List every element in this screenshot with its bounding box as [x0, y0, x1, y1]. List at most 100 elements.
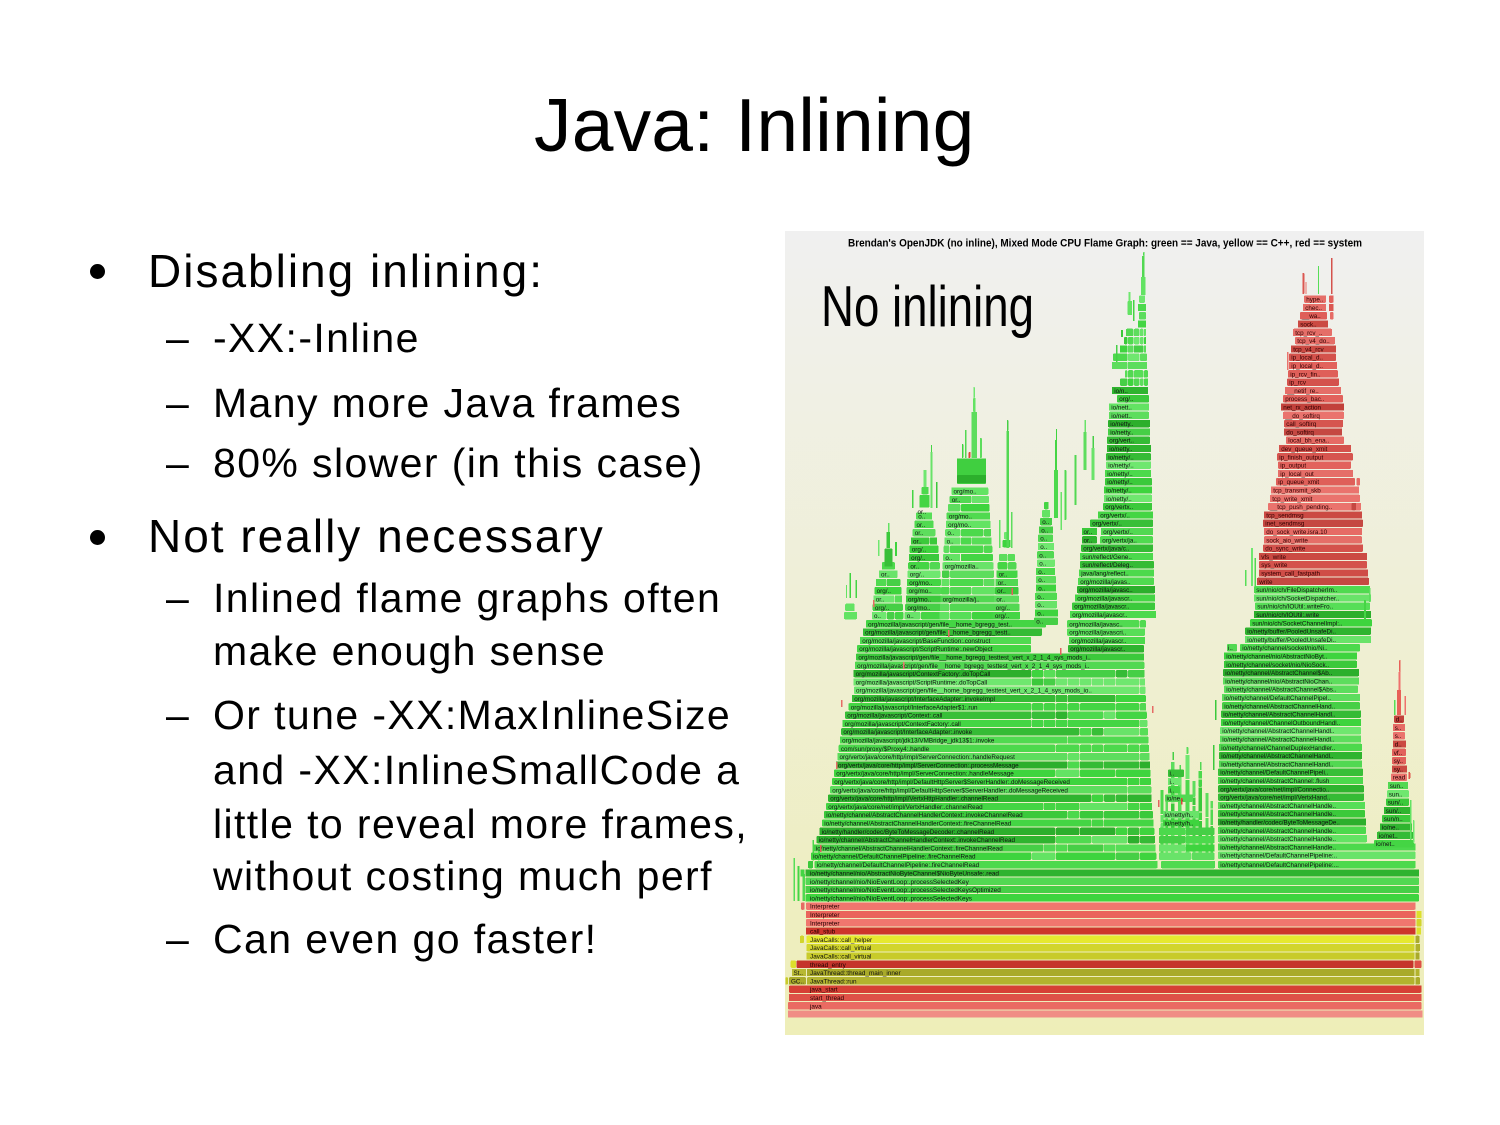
svg-text:sys_write: sys_write: [1261, 562, 1288, 569]
svg-text:No inlining: No inlining: [821, 275, 1034, 339]
svg-text:sun/nio/ch/FileDispatcherIm..: sun/nio/ch/FileDispatcherIm..: [1256, 587, 1337, 594]
svg-text:o..: o..: [1042, 519, 1049, 526]
svg-text:call_softirq: call_softirq: [1286, 421, 1317, 428]
svg-text:or..: or..: [1084, 529, 1093, 536]
svg-text:io/netty/channel/AbstractChann: io/netty/channel/AbstractChannelHand..: [1224, 703, 1335, 710]
svg-text:org/..: org/..: [996, 605, 1011, 612]
svg-text:org/vertx/ja..: org/vertx/ja..: [1102, 537, 1137, 544]
svg-text:io/netty/channel/AbstractChann: io/netty/channel/AbstractChannelHandl..: [1222, 728, 1335, 735]
svg-text:tcp_v4_rcv: tcp_v4_rcv: [1293, 346, 1324, 353]
svg-text:or..: or..: [918, 509, 927, 516]
svg-text:o..: o..: [1038, 569, 1045, 576]
svg-text:io/netty/channel/AbstractChann: io/netty/channel/AbstractChannel:.flush: [1220, 778, 1330, 785]
svg-text:local_bh_ena..: local_bh_ena..: [1288, 438, 1329, 445]
svg-text:or..: or..: [876, 597, 885, 604]
svg-text:org/vertx/..: org/vertx/..: [1103, 529, 1133, 536]
svg-text:org/mozilla/javascript/gen/fil: org/mozilla/javascript/gen/file__home_bg…: [857, 663, 1090, 670]
svg-text:io/netty/channel/nio/AbstractN: io/netty/channel/nio/AbstractNioByt..: [1226, 654, 1327, 661]
svg-text:com/sun/proxy/$Proxy4:.handle: com/sun/proxy/$Proxy4:.handle: [841, 746, 930, 753]
svg-text:org/mozilla/javas..: org/mozilla/javas..: [1080, 579, 1131, 586]
svg-text:Interpreter: Interpreter: [810, 920, 840, 927]
svg-text:org/mo..: org/mo..: [908, 597, 931, 604]
svg-text:sy..: sy..: [1394, 766, 1403, 773]
svg-text:vfs_write: vfs_write: [1261, 554, 1286, 561]
svg-text:io/netty/channel/AbstractChann: io/netty/channel/AbstractChannelHandlerC…: [819, 837, 1016, 844]
svg-text:write: write: [1258, 579, 1273, 586]
svg-text:org/mozilla/javascript/gen/fil: org/mozilla/javascript/gen/file__home_bg…: [856, 688, 1092, 695]
svg-text:ip_output: ip_output: [1280, 463, 1306, 470]
svg-text:tcp_v4_do..: tcp_v4_do..: [1297, 338, 1330, 345]
svg-text:o..: o..: [1039, 561, 1046, 568]
svg-text:org/..: org/..: [995, 613, 1010, 620]
svg-text:d..: d..: [1396, 717, 1403, 724]
svg-text:org/vertx/java/c..: org/vertx/java/c..: [1083, 546, 1129, 553]
svg-text:o..: o..: [1039, 552, 1046, 559]
svg-text:io/netty/..: io/netty/..: [1108, 463, 1134, 470]
svg-text:or..: or..: [910, 563, 919, 570]
svg-text:org/mozilla/javasc..: org/mozilla/javasc..: [1079, 587, 1133, 594]
svg-text:io/netty/channel/ChannelDuplex: io/netty/channel/ChannelDuplexHandler..: [1221, 745, 1335, 752]
svg-text:sun/reflect/Gene..: sun/reflect/Gene..: [1082, 554, 1132, 561]
svg-text:o..: o..: [907, 613, 914, 620]
svg-text:o..: o..: [1038, 586, 1045, 593]
svg-text:o..: o..: [1041, 527, 1048, 534]
svg-text:ip_rcv_fin..: ip_rcv_fin..: [1290, 371, 1321, 378]
svg-text:org/mozilla/javascr..: org/mozilla/javascr..: [1074, 604, 1130, 611]
svg-text:org/mozilla/javascr..: org/mozilla/javascr..: [1071, 638, 1127, 645]
svg-text:Interpreter: Interpreter: [810, 904, 840, 911]
svg-text:or..: or..: [915, 530, 924, 537]
svg-text:chec..: chec..: [1305, 305, 1322, 312]
svg-text:org/..: org/..: [911, 555, 926, 562]
svg-text:io/netty/..: io/netty/..: [1107, 471, 1133, 478]
svg-text:o..: o..: [1038, 577, 1045, 584]
svg-text:hype..: hype..: [1306, 297, 1323, 304]
svg-text:ip_finish_output: ip_finish_output: [1279, 454, 1323, 461]
svg-text:io/netty/buffer/PooledUnsafeDi: io/netty/buffer/PooledUnsafeDi..: [1247, 637, 1336, 644]
svg-text:io/netty/handler/codec/ByteToM: io/netty/handler/codec/ByteToMessageDeco…: [822, 829, 995, 836]
svg-text:St..: St..: [794, 970, 804, 977]
svg-text:or..: or..: [999, 572, 1008, 579]
svg-text:io/netty/..: io/netty/..: [1108, 454, 1134, 461]
svg-text:org/vertx/java/core/net/impl/C: org/vertx/java/core/net/impl/Connectio..: [1220, 786, 1329, 793]
svg-text:or..: or..: [952, 497, 961, 504]
svg-text:org/..: org/..: [910, 572, 925, 579]
svg-text:org/mozilla/javascr..: org/mozilla/javascr..: [1070, 646, 1126, 653]
svg-text:org/mozilla/javascript/BaseFun: org/mozilla/javascript/BaseFunction:.con…: [862, 638, 990, 645]
svg-text:thread_entry: thread_entry: [810, 962, 847, 969]
svg-text:sock..: sock..: [1300, 322, 1317, 329]
svg-text:org/mo..: org/mo..: [949, 514, 972, 521]
svg-text:org/mozilla/javascri..: org/mozilla/javascri..: [1069, 630, 1126, 637]
svg-text:io/netty/channel/DefaultChanne: io/netty/channel/DefaultChannelPipeline:…: [813, 854, 976, 861]
svg-text:do_softirq: do_softirq: [1286, 429, 1314, 436]
svg-text:org/mozilla/javascr..: org/mozilla/javascr..: [1072, 612, 1128, 619]
svg-text:dev_queue_xmit: dev_queue_xmit: [1281, 446, 1327, 453]
svg-text:org/vertx/java/core/http/impl/: org/vertx/java/core/http/impl/DefaultHtt…: [832, 787, 1068, 794]
svg-text:io/netty/channel/AbstractChann: io/netty/channel/AbstractChannel$Abs..: [1226, 687, 1337, 694]
svg-text:io/netty/channel/ChannelOutbou: io/netty/channel/ChannelOutboundHandl..: [1223, 720, 1340, 727]
svg-text:org/mozilla/javascript/Context: org/mozilla/javascript/ContextFactory:.d…: [856, 671, 991, 678]
svg-text:system_call_fastpath: system_call_fastpath: [1261, 571, 1320, 578]
svg-text:org/vertx/java/core/http/impl/: org/vertx/java/core/http/impl/ServerConn…: [838, 762, 1019, 769]
svg-text:sun/reflect/Deleg..: sun/reflect/Deleg..: [1082, 562, 1133, 569]
svg-text:sun/n..: sun/n..: [1384, 816, 1403, 823]
svg-text:io/netty/channel/socket/nio/Ni: io/netty/channel/socket/nio/NioSock..: [1226, 662, 1329, 669]
svg-text:io/netty/buffer/PooledUnsafeDi: io/netty/buffer/PooledUnsafeDi..: [1247, 629, 1336, 636]
svg-text:org/mozilla/javascript/ScriptR: org/mozilla/javascript/ScriptRuntime:.ne…: [859, 646, 993, 653]
svg-text:org/vertx/java/core/net/impl/V: org/vertx/java/core/net/impl/VertxHandle…: [828, 804, 983, 811]
svg-text:sun/..: sun/..: [1386, 808, 1402, 815]
svg-text:io/nett..: io/nett..: [1111, 413, 1132, 420]
svg-text:org/vert..: org/vert..: [1109, 438, 1134, 445]
svg-text:JavaCalls::call_virtual: JavaCalls::call_virtual: [810, 945, 871, 952]
svg-text:__do_softirq: __do_softirq: [1284, 413, 1320, 420]
svg-text:or..: or..: [1084, 537, 1093, 544]
svg-text:vf..: vf..: [1394, 750, 1403, 757]
svg-text:or..: or..: [917, 522, 926, 529]
svg-text:i..: i..: [1170, 779, 1175, 786]
svg-text:ip_local_d..: ip_local_d..: [1291, 355, 1323, 362]
svg-text:org/mozilla..: org/mozilla..: [945, 563, 979, 570]
svg-text:o..: o..: [945, 555, 952, 562]
svg-text:java: java: [809, 1003, 822, 1010]
svg-text:__netif_re..: __netif_re..: [1286, 388, 1319, 395]
svg-text:io/netty/channel/AbstractChann: io/netty/channel/AbstractChannelHandle..: [1220, 828, 1336, 835]
svg-text:io/ne..: io/ne..: [1382, 825, 1399, 832]
